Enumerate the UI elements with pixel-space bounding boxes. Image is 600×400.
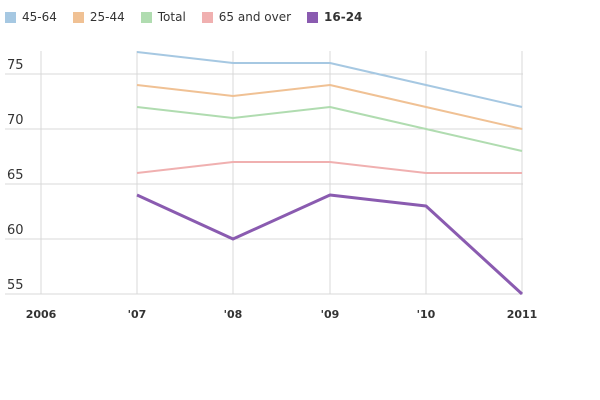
legend-label: 65 and over: [218, 10, 292, 24]
legend-swatch: [307, 11, 319, 23]
y-tick-label: 55: [7, 278, 24, 293]
x-tick-label: '09: [321, 308, 340, 321]
legend-label: Total: [157, 10, 186, 24]
x-tick-label: '08: [224, 308, 243, 321]
legend-label: 25-44: [89, 10, 125, 24]
x-tick-label: '07: [128, 308, 147, 321]
y-tick-label: 60: [7, 223, 24, 238]
series-line-65-and-over[interactable]: [136, 161, 522, 174]
legend-swatch: [140, 11, 152, 23]
chart-series: [136, 51, 524, 296]
legend-item-25-44[interactable]: 25-44: [72, 10, 125, 24]
legend-label: 45-64: [22, 10, 57, 24]
x-axis: 2006 '07 '08 '09 '10 2011: [26, 308, 538, 321]
chart-legend: 45-64 25-44 Total 65 and over 16-24: [5, 10, 378, 24]
legend-item-16-24[interactable]: 16-24: [307, 10, 362, 24]
x-tick-label: 2006: [26, 308, 57, 321]
legend-swatch: [201, 11, 213, 23]
legend-swatch: [72, 11, 84, 23]
series-line-45-64[interactable]: [136, 51, 523, 108]
series-line-16-24[interactable]: [136, 193, 524, 296]
legend-swatch: [5, 11, 16, 23]
y-tick-label: 75: [7, 58, 24, 73]
series-line-25-44[interactable]: [136, 84, 523, 130]
series-line-total[interactable]: [136, 106, 523, 152]
x-tick-label: 2011: [507, 308, 538, 321]
legend-item-45-64[interactable]: 45-64: [5, 10, 57, 24]
legend-item-total[interactable]: Total: [140, 10, 186, 24]
x-tick-label: '10: [417, 308, 436, 321]
y-tick-label: 70: [7, 113, 24, 128]
legend-label: 16-24: [324, 10, 363, 24]
y-tick-label: 65: [7, 168, 24, 183]
y-axis: 75 70 65 60 55: [7, 58, 24, 293]
legend-item-65-and-over[interactable]: 65 and over: [201, 10, 292, 24]
